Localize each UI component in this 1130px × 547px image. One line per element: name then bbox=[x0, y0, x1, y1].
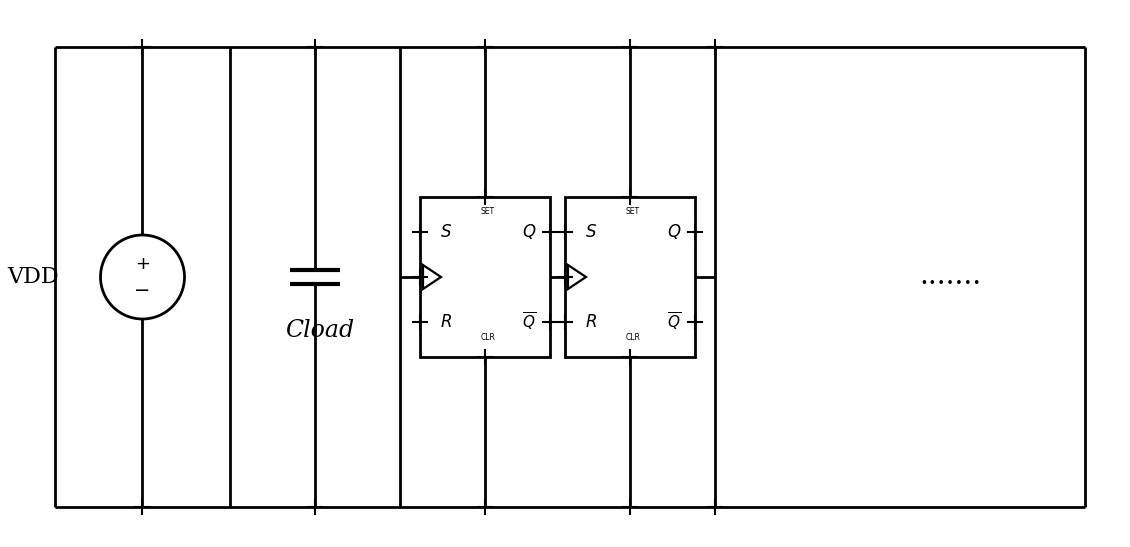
Text: +: + bbox=[134, 255, 150, 273]
Text: R: R bbox=[441, 313, 452, 331]
Bar bbox=[565, 197, 695, 357]
Text: $\overline{Q}$: $\overline{Q}$ bbox=[667, 311, 681, 333]
Text: Cload: Cload bbox=[286, 319, 355, 342]
Text: −: − bbox=[134, 282, 150, 300]
Text: CLR: CLR bbox=[480, 333, 495, 342]
Text: .......: ....... bbox=[919, 264, 981, 290]
Text: SET: SET bbox=[626, 207, 640, 216]
Bar bbox=[420, 197, 550, 357]
Text: R: R bbox=[585, 313, 597, 331]
Text: CLR: CLR bbox=[625, 333, 640, 342]
Text: $\overline{Q}$: $\overline{Q}$ bbox=[522, 311, 537, 333]
Text: Q: Q bbox=[668, 223, 680, 241]
Text: S: S bbox=[585, 223, 597, 241]
Text: S: S bbox=[441, 223, 451, 241]
Text: SET: SET bbox=[480, 207, 495, 216]
Text: Q: Q bbox=[523, 223, 536, 241]
Text: VDD: VDD bbox=[7, 266, 59, 288]
